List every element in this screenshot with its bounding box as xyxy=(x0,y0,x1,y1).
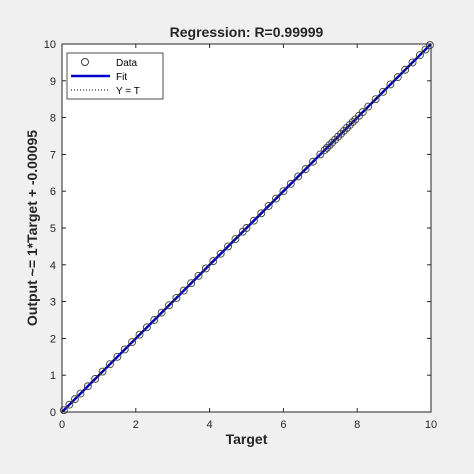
data-point xyxy=(120,345,129,354)
data-point xyxy=(179,286,188,295)
data-point xyxy=(421,45,430,54)
data-point xyxy=(320,146,329,154)
y-tick-label: 4 xyxy=(50,260,56,272)
data-point xyxy=(201,264,210,273)
data-point xyxy=(325,141,334,150)
legend-fit-label: Fit xyxy=(116,72,127,83)
data-point xyxy=(128,338,137,347)
data-point xyxy=(142,323,151,332)
y-tick-label: 5 xyxy=(50,223,56,235)
data-point xyxy=(358,108,367,117)
x-tick-label: 4 xyxy=(207,419,213,431)
x-tick-label: 0 xyxy=(59,419,65,431)
legend-data-label: Data xyxy=(116,58,138,69)
data-point xyxy=(337,129,345,138)
data-point xyxy=(415,51,424,59)
data-point xyxy=(106,360,114,369)
x-axis-label: Target xyxy=(226,431,268,447)
data-point xyxy=(401,65,410,74)
data-point xyxy=(301,165,310,174)
data-point xyxy=(231,235,240,243)
data-point xyxy=(76,389,85,398)
data-point xyxy=(194,271,203,280)
y-tick-label: 10 xyxy=(44,39,56,51)
y-tick-label: 9 xyxy=(50,76,56,88)
data-point xyxy=(348,118,357,126)
x-tick-label: 8 xyxy=(354,419,360,431)
data-point xyxy=(408,58,417,67)
data-point xyxy=(371,95,380,104)
data-point xyxy=(59,406,68,415)
data-point xyxy=(187,279,196,288)
data-point xyxy=(224,242,233,251)
data-point xyxy=(286,179,295,188)
legend-identity-label: Y = T xyxy=(116,86,140,97)
data-point xyxy=(165,301,173,310)
plot-lines xyxy=(61,43,432,413)
data-point xyxy=(98,367,107,376)
y-tick-label: 7 xyxy=(50,149,56,161)
y-tick-label: 0 xyxy=(50,407,56,419)
data-point xyxy=(83,382,92,391)
data-point xyxy=(249,216,258,225)
legend: Data Fit Y = T xyxy=(66,52,164,100)
data-points xyxy=(59,41,434,415)
data-point xyxy=(339,126,348,135)
fit-line xyxy=(61,43,432,413)
data-point xyxy=(342,123,351,132)
data-point xyxy=(242,224,251,232)
data-point xyxy=(334,132,342,141)
axes-box xyxy=(61,43,432,413)
data-point xyxy=(264,201,273,210)
data-point xyxy=(386,80,395,89)
chart-title: Regression: R=0.99999 xyxy=(170,24,324,40)
data-point xyxy=(364,102,373,111)
data-point xyxy=(331,135,340,144)
data-point xyxy=(393,73,402,82)
data-point xyxy=(308,157,317,166)
data-point xyxy=(135,330,144,339)
data-point xyxy=(279,187,288,196)
data-point xyxy=(425,41,434,50)
data-point xyxy=(272,194,280,203)
data-point xyxy=(209,257,218,266)
data-point xyxy=(65,400,74,409)
y-tick-label: 3 xyxy=(50,297,56,309)
y-tick-label: 8 xyxy=(50,113,56,125)
data-point xyxy=(150,316,159,324)
legend-data-marker xyxy=(81,58,89,66)
y-tick-label: 2 xyxy=(50,333,56,345)
data-point xyxy=(216,249,225,258)
data-point xyxy=(379,87,387,96)
data-point xyxy=(294,172,303,181)
data-point xyxy=(328,138,337,147)
data-point xyxy=(322,143,331,152)
y-tick-label: 6 xyxy=(50,186,56,198)
data-point xyxy=(157,308,166,317)
y-axis-label: Output ~= 1*Target + -0.00095 xyxy=(24,130,40,326)
data-point xyxy=(70,395,79,404)
data-point xyxy=(172,293,181,302)
x-tick-label: 6 xyxy=(280,419,286,431)
data-point xyxy=(316,150,325,159)
data-point xyxy=(345,121,354,129)
data-point xyxy=(91,374,100,383)
x-tick-label: 10 xyxy=(425,419,437,431)
data-point xyxy=(257,209,266,218)
y-tick-label: 1 xyxy=(50,370,56,382)
x-tick-label: 2 xyxy=(133,419,139,431)
data-point xyxy=(113,352,122,361)
